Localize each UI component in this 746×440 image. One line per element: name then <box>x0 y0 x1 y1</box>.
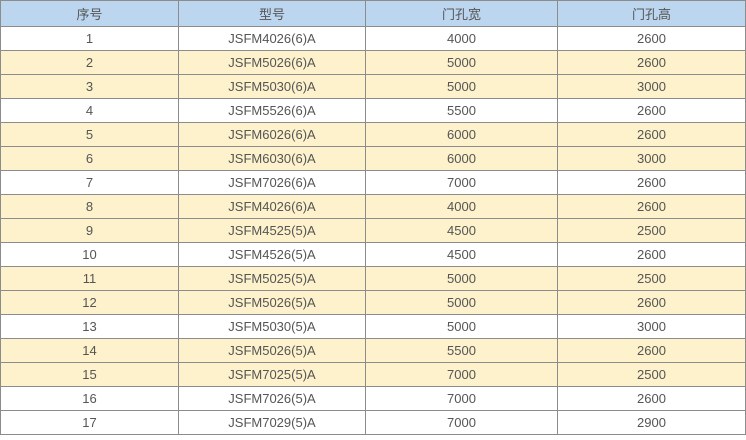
cell-width: 6000 <box>365 122 558 147</box>
cell-no: 15 <box>0 362 179 387</box>
cell-height: 2600 <box>557 290 746 315</box>
cell-width: 7000 <box>365 386 558 411</box>
cell-height: 3000 <box>557 314 746 339</box>
cell-width: 7000 <box>365 170 558 195</box>
header-model: 型号 <box>178 0 366 27</box>
cell-height: 3000 <box>557 146 746 171</box>
cell-width: 5000 <box>365 74 558 99</box>
header-width: 门孔宽 <box>365 0 558 27</box>
cell-width: 5000 <box>365 50 558 75</box>
cell-model: JSFM5026(6)A <box>178 50 366 75</box>
cell-no: 3 <box>0 74 179 99</box>
cell-no: 11 <box>0 266 179 291</box>
cell-width: 4500 <box>365 218 558 243</box>
cell-no: 7 <box>0 170 179 195</box>
cell-width: 5000 <box>365 290 558 315</box>
cell-height: 2500 <box>557 362 746 387</box>
table-row: 2 JSFM5026(6)A 5000 2600 <box>0 50 746 75</box>
cell-height: 2600 <box>557 338 746 363</box>
table-row: 6 JSFM6030(6)A 6000 3000 <box>0 146 746 171</box>
cell-no: 16 <box>0 386 179 411</box>
cell-model: JSFM4526(5)A <box>178 242 366 267</box>
cell-no: 17 <box>0 410 179 435</box>
cell-height: 2600 <box>557 386 746 411</box>
table-row: 10 JSFM4526(5)A 4500 2600 <box>0 242 746 267</box>
cell-model: JSFM7026(6)A <box>178 170 366 195</box>
cell-model: JSFM5026(5)A <box>178 290 366 315</box>
cell-model: JSFM4026(6)A <box>178 26 366 51</box>
table-row: 7 JSFM7026(6)A 7000 2600 <box>0 170 746 195</box>
cell-model: JSFM7026(5)A <box>178 386 366 411</box>
cell-width: 5500 <box>365 338 558 363</box>
cell-height: 2500 <box>557 218 746 243</box>
cell-model: JSFM7029(5)A <box>178 410 366 435</box>
cell-model: JSFM7025(5)A <box>178 362 366 387</box>
cell-no: 12 <box>0 290 179 315</box>
cell-no: 13 <box>0 314 179 339</box>
table-row: 1 JSFM4026(6)A 4000 2600 <box>0 26 746 51</box>
cell-model: JSFM5030(5)A <box>178 314 366 339</box>
cell-model: JSFM5030(6)A <box>178 74 366 99</box>
cell-model: JSFM6030(6)A <box>178 146 366 171</box>
table-row: 3 JSFM5030(6)A 5000 3000 <box>0 74 746 99</box>
cell-height: 3000 <box>557 74 746 99</box>
cell-no: 6 <box>0 146 179 171</box>
table-row: 13 JSFM5030(5)A 5000 3000 <box>0 314 746 339</box>
cell-no: 1 <box>0 26 179 51</box>
cell-width: 4000 <box>365 26 558 51</box>
table-row: 15 JSFM7025(5)A 7000 2500 <box>0 362 746 387</box>
cell-width: 7000 <box>365 410 558 435</box>
table-row: 11 JSFM5025(5)A 5000 2500 <box>0 266 746 291</box>
cell-model: JSFM4026(6)A <box>178 194 366 219</box>
cell-height: 2900 <box>557 410 746 435</box>
cell-no: 5 <box>0 122 179 147</box>
cell-height: 2600 <box>557 98 746 123</box>
cell-height: 2600 <box>557 242 746 267</box>
cell-width: 7000 <box>365 362 558 387</box>
cell-model: JSFM4525(5)A <box>178 218 366 243</box>
table-row: 14 JSFM5026(5)A 5500 2600 <box>0 338 746 363</box>
cell-no: 4 <box>0 98 179 123</box>
cell-height: 2600 <box>557 26 746 51</box>
cell-width: 4500 <box>365 242 558 267</box>
cell-model: JSFM5025(5)A <box>178 266 366 291</box>
table-row: 17 JSFM7029(5)A 7000 2900 <box>0 410 746 435</box>
header-height: 门孔高 <box>557 0 746 27</box>
cell-model: JSFM6026(6)A <box>178 122 366 147</box>
cell-width: 5000 <box>365 314 558 339</box>
cell-no: 14 <box>0 338 179 363</box>
cell-height: 2500 <box>557 266 746 291</box>
cell-model: JSFM5026(5)A <box>178 338 366 363</box>
table-row: 4 JSFM5526(6)A 5500 2600 <box>0 98 746 123</box>
cell-height: 2600 <box>557 194 746 219</box>
cell-model: JSFM5526(6)A <box>178 98 366 123</box>
cell-no: 2 <box>0 50 179 75</box>
table-row: 16 JSFM7026(5)A 7000 2600 <box>0 386 746 411</box>
header-no: 序号 <box>0 0 179 27</box>
table-row: 12 JSFM5026(5)A 5000 2600 <box>0 290 746 315</box>
cell-width: 6000 <box>365 146 558 171</box>
cell-no: 10 <box>0 242 179 267</box>
cell-height: 2600 <box>557 122 746 147</box>
cell-width: 5500 <box>365 98 558 123</box>
table-row: 9 JSFM4525(5)A 4500 2500 <box>0 218 746 243</box>
cell-width: 4000 <box>365 194 558 219</box>
cell-width: 5000 <box>365 266 558 291</box>
cell-height: 2600 <box>557 50 746 75</box>
cell-height: 2600 <box>557 170 746 195</box>
table-row: 5 JSFM6026(6)A 6000 2600 <box>0 122 746 147</box>
header-row: 序号 型号 门孔宽 门孔高 <box>0 0 746 27</box>
table-row: 8 JSFM4026(6)A 4000 2600 <box>0 194 746 219</box>
cell-no: 9 <box>0 218 179 243</box>
cell-no: 8 <box>0 194 179 219</box>
